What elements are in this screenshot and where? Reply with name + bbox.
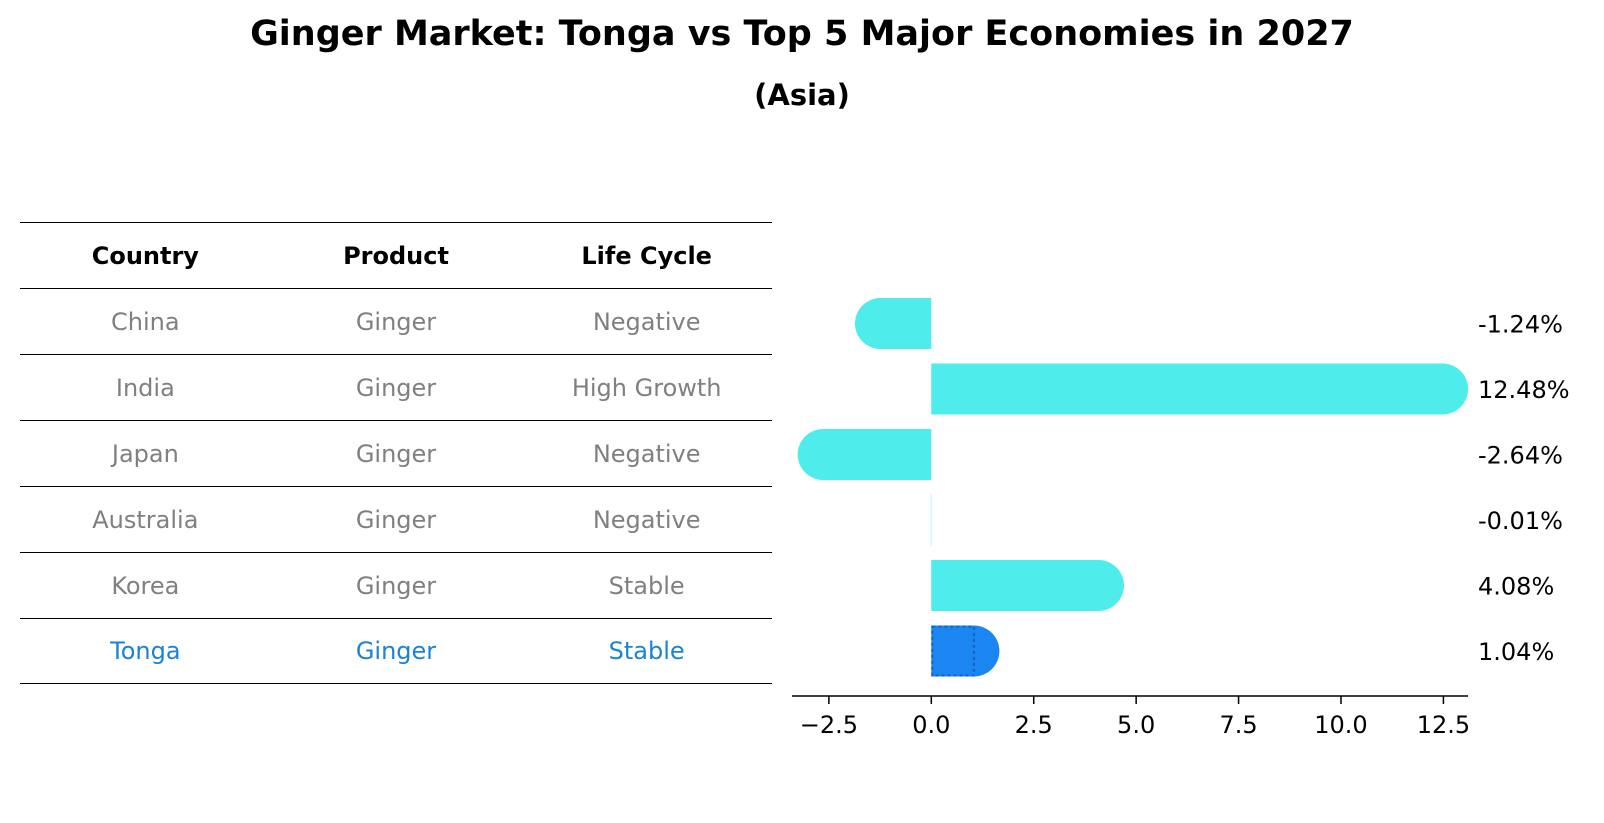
bar-cap-india <box>1417 363 1469 415</box>
bar-cap-china <box>854 298 906 349</box>
value-label-korea: 4.08% <box>1478 573 1554 601</box>
cell-life-cycle: Stable <box>608 571 685 600</box>
cell-product: Ginger <box>355 505 437 534</box>
cell-country: Japan <box>111 439 179 468</box>
cell-country: India <box>115 373 175 402</box>
bar-korea <box>931 560 1099 611</box>
value-label-india: 12.48% <box>1478 376 1570 404</box>
table-row: India Ginger High Growth <box>20 354 772 420</box>
cell-life-cycle: Stable <box>608 637 685 665</box>
cell-country: Tonga <box>110 637 181 665</box>
x-tick-label: 7.5 <box>1219 711 1257 739</box>
header-life-cycle: Life Cycle <box>581 241 712 270</box>
table-row-highlight: Tonga Ginger Stable <box>20 618 772 684</box>
value-label-australia: -0.01% <box>1478 507 1563 535</box>
table-row: Australia Ginger Negative <box>20 486 772 552</box>
header-product: Product <box>343 241 449 270</box>
cell-life-cycle: High Growth <box>571 373 722 402</box>
x-tick-label: 2.5 <box>1015 711 1053 739</box>
table-row: Korea Ginger Stable <box>20 552 772 618</box>
x-tick-label: 5.0 <box>1117 711 1155 739</box>
x-tick-label: 12.5 <box>1417 711 1470 739</box>
cell-product: Ginger <box>355 373 437 402</box>
value-label-japan: -2.64% <box>1478 442 1563 470</box>
bar-cap-korea <box>1072 560 1124 611</box>
bar-india <box>931 363 1443 415</box>
header-country: Country <box>91 241 199 270</box>
cell-country: Australia <box>92 505 199 534</box>
table-row: Japan Ginger Negative <box>20 420 772 486</box>
cell-product: Ginger <box>355 637 437 665</box>
x-tick-label: 10.0 <box>1314 711 1367 739</box>
table-row: China Ginger Negative <box>20 288 772 354</box>
x-tick-label: 0.0 <box>912 711 950 739</box>
bar-outline-tonga <box>931 625 975 677</box>
value-label-china: -1.24% <box>1478 311 1563 339</box>
cell-product: Ginger <box>355 439 437 468</box>
x-tick-label: −2.5 <box>800 711 858 739</box>
cell-life-cycle: Negative <box>592 505 701 534</box>
cell-country: Korea <box>111 571 180 600</box>
value-label-tonga: 1.04% <box>1478 638 1554 666</box>
table-header-row: Country Product Life Cycle <box>20 222 772 288</box>
chart-subtitle: (Asia) <box>754 78 850 112</box>
chart-title: Ginger Market: Tonga vs Top 5 Major Econ… <box>250 14 1354 54</box>
cell-life-cycle: Negative <box>592 439 701 468</box>
bar-cap-japan <box>797 429 849 480</box>
cell-product: Ginger <box>355 307 437 336</box>
data-table: Country Product Life Cycle China Ginger … <box>20 222 772 684</box>
cell-country: China <box>111 307 180 336</box>
cell-product: Ginger <box>355 571 437 600</box>
cell-life-cycle: Negative <box>592 307 701 336</box>
